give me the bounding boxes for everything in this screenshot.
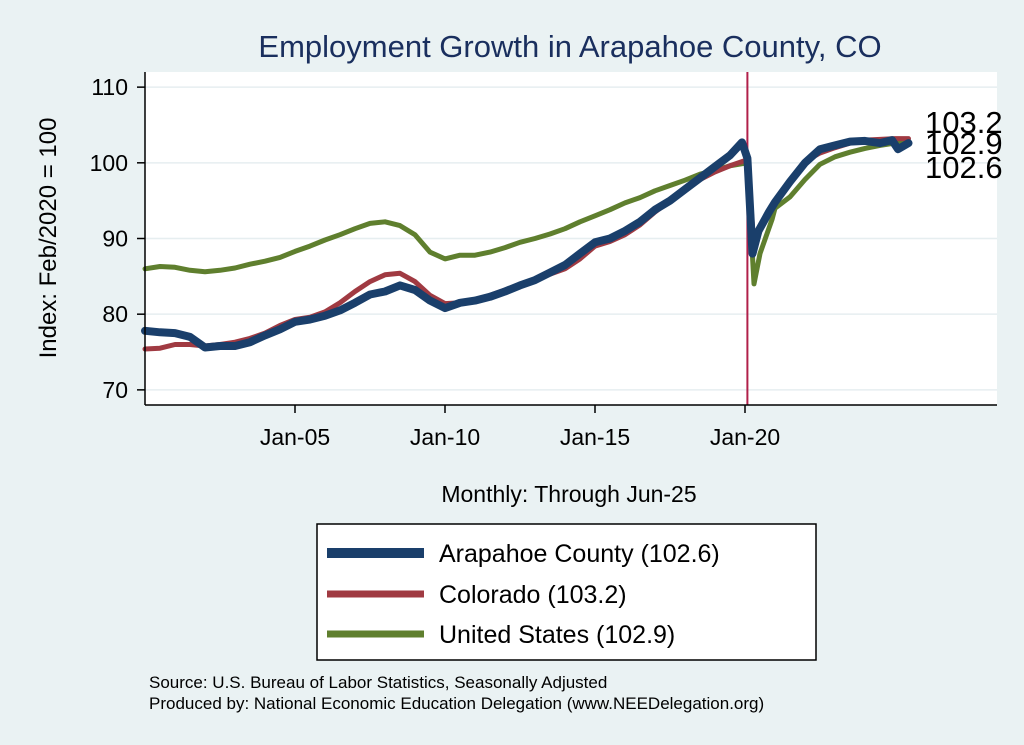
x-axis-ticks: Jan-05 Jan-10 Jan-15 Jan-20 bbox=[260, 405, 780, 450]
gridlines bbox=[145, 86, 997, 391]
x-axis-label: Monthly: Through Jun-25 bbox=[441, 481, 696, 507]
x-tick-label-Jan-20: Jan-20 bbox=[710, 424, 780, 450]
series-line-arapahoe-county bbox=[141, 136, 913, 352]
producer-note: Produced by: National Economic Education… bbox=[149, 694, 764, 713]
y-axis-label: Index: Feb/2020 = 100 bbox=[35, 118, 62, 359]
x-tick-label-Jan-15: Jan-15 bbox=[560, 424, 630, 450]
series-lines bbox=[141, 136, 913, 352]
y-axis-ticks: 70 80 90 100 110 bbox=[90, 74, 145, 403]
end-label-united-states: 102.9 bbox=[925, 126, 1003, 161]
end-label-colorado: 103.2 bbox=[925, 105, 1003, 140]
source-note: Source: U.S. Bureau of Labor Statistics,… bbox=[149, 673, 607, 692]
x-tick-label-Jan-10: Jan-10 bbox=[410, 424, 480, 450]
legend-label-united-states: United States (102.9) bbox=[439, 621, 675, 649]
legend-label-arapahoe: Arapahoe County (102.6) bbox=[439, 540, 720, 568]
series-line-united-states bbox=[142, 138, 911, 287]
y-tick-label-90: 90 bbox=[102, 226, 128, 252]
y-tick-label-70: 70 bbox=[102, 377, 128, 403]
legend-label-colorado: Colorado (103.2) bbox=[439, 581, 627, 609]
y-tick-label-100: 100 bbox=[90, 150, 128, 176]
legend: Arapahoe County (102.6) Colorado (103.2)… bbox=[316, 523, 817, 661]
y-tick-label-110: 110 bbox=[91, 74, 128, 100]
end-label-arapahoe: 102.6 bbox=[925, 150, 1003, 185]
y-tick-label-80: 80 bbox=[102, 301, 128, 327]
chart-title: Employment Growth in Arapahoe County, CO bbox=[258, 29, 881, 64]
x-tick-label-Jan-05: Jan-05 bbox=[260, 424, 330, 450]
